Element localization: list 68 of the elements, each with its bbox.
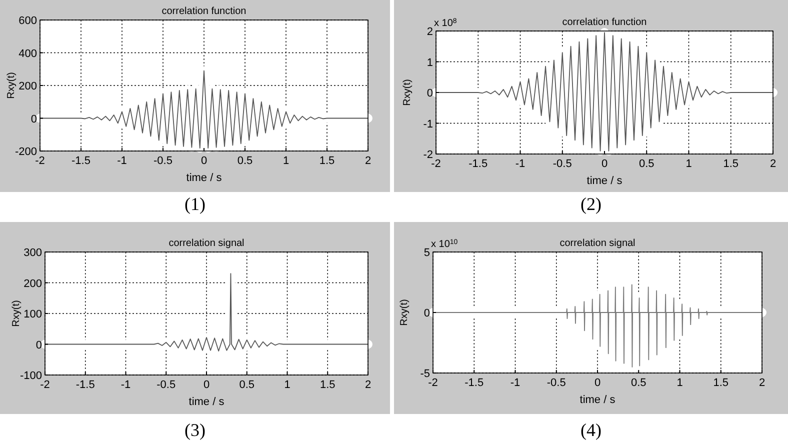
y-axis-title: Rxy(t) [11,300,22,327]
y-tick-label: 0 [426,88,433,100]
x-tick-label: 0.5 [630,377,646,389]
x-tick-label: 1 [686,158,692,170]
x-tick-label: -1.5 [464,377,484,389]
chart-title: correlation signal [168,238,244,249]
text: x 10$^{10}$ [431,238,458,250]
y-axis-title: Rxy(t) [399,299,410,326]
y-axis-title: Rxy(t) [6,72,17,99]
y-tick-label: 0 [424,308,430,320]
y-tick-label: 2 [426,26,433,38]
y-tick-label: 0 [30,113,37,126]
x-tick-label: 2 [758,377,766,389]
y-tick-label: -1 [423,118,433,130]
text: (1) [184,194,206,214]
y-tick-label: -100 [20,370,42,382]
text: (2) [580,194,602,214]
x-tick-label: 1 [676,377,683,389]
y-tick-label: -5 [420,368,430,380]
x-tick-label: -0.5 [546,377,566,389]
x-tick-label: 0 [594,377,601,389]
text: (3) [184,420,206,440]
x-tick-label: 1 [284,379,290,391]
y-tick-label: 0 [36,339,42,352]
x-axis-title: time / s [580,394,616,406]
chart-title: correlation function [562,17,647,28]
y-tick-label: 300 [24,247,42,259]
x-tick-label: 0.5 [237,155,253,167]
x-tick-label: -1 [117,155,127,167]
x-tick-label: -1.5 [468,158,488,170]
x-tick-label: -1.5 [72,155,90,167]
y-tick-label: 200 [18,80,37,92]
y-tick-label: 400 [18,48,37,60]
y-tick-label: 5 [424,247,430,259]
x-tick-label: 1.5 [320,379,336,391]
x-tick-label: -0.5 [154,155,172,167]
x-tick-label: -0.5 [552,158,572,170]
x-tick-label: -1 [510,377,520,389]
x-tick-label: 0 [203,379,210,391]
y-tick-label: 200 [24,278,42,290]
x-tick-label: 0 [200,155,208,167]
chart-title: correlation function [162,6,246,17]
y-tick-label: 100 [24,308,42,320]
y-tick-label: 1 [426,56,433,69]
x-tick-label: 0.5 [638,158,654,170]
x-axis-title: time / s [186,172,222,184]
text: x 10$^{8}$ [434,18,457,29]
x-tick-label: 2 [770,158,776,170]
x-tick-label: -1 [515,158,526,170]
chart-title: correlation signal [560,238,636,249]
x-tick-label: 0.5 [239,379,255,391]
y-tick-label: 600 [18,15,37,27]
x-tick-label: -0.5 [156,379,176,391]
x-tick-label: -1 [120,379,131,391]
x-tick-label: 1 [282,155,290,167]
x-tick-label: -2 [40,379,50,391]
x-tick-label: 2 [364,155,372,167]
x-tick-label: 2 [364,379,372,391]
x-tick-label: 1.5 [319,155,335,167]
x-axis-title: time / s [586,175,623,187]
text: (4) [580,420,602,440]
y-axis-title: Rxy(t) [402,79,413,106]
x-tick-label: 0 [601,158,608,170]
x-tick-label: 1.5 [723,158,739,170]
x-tick-label: -1.5 [76,379,95,391]
x-tick-label: 1.5 [713,377,729,389]
y-tick-label: -200 [14,146,37,158]
x-axis-title: time / s [188,396,225,408]
